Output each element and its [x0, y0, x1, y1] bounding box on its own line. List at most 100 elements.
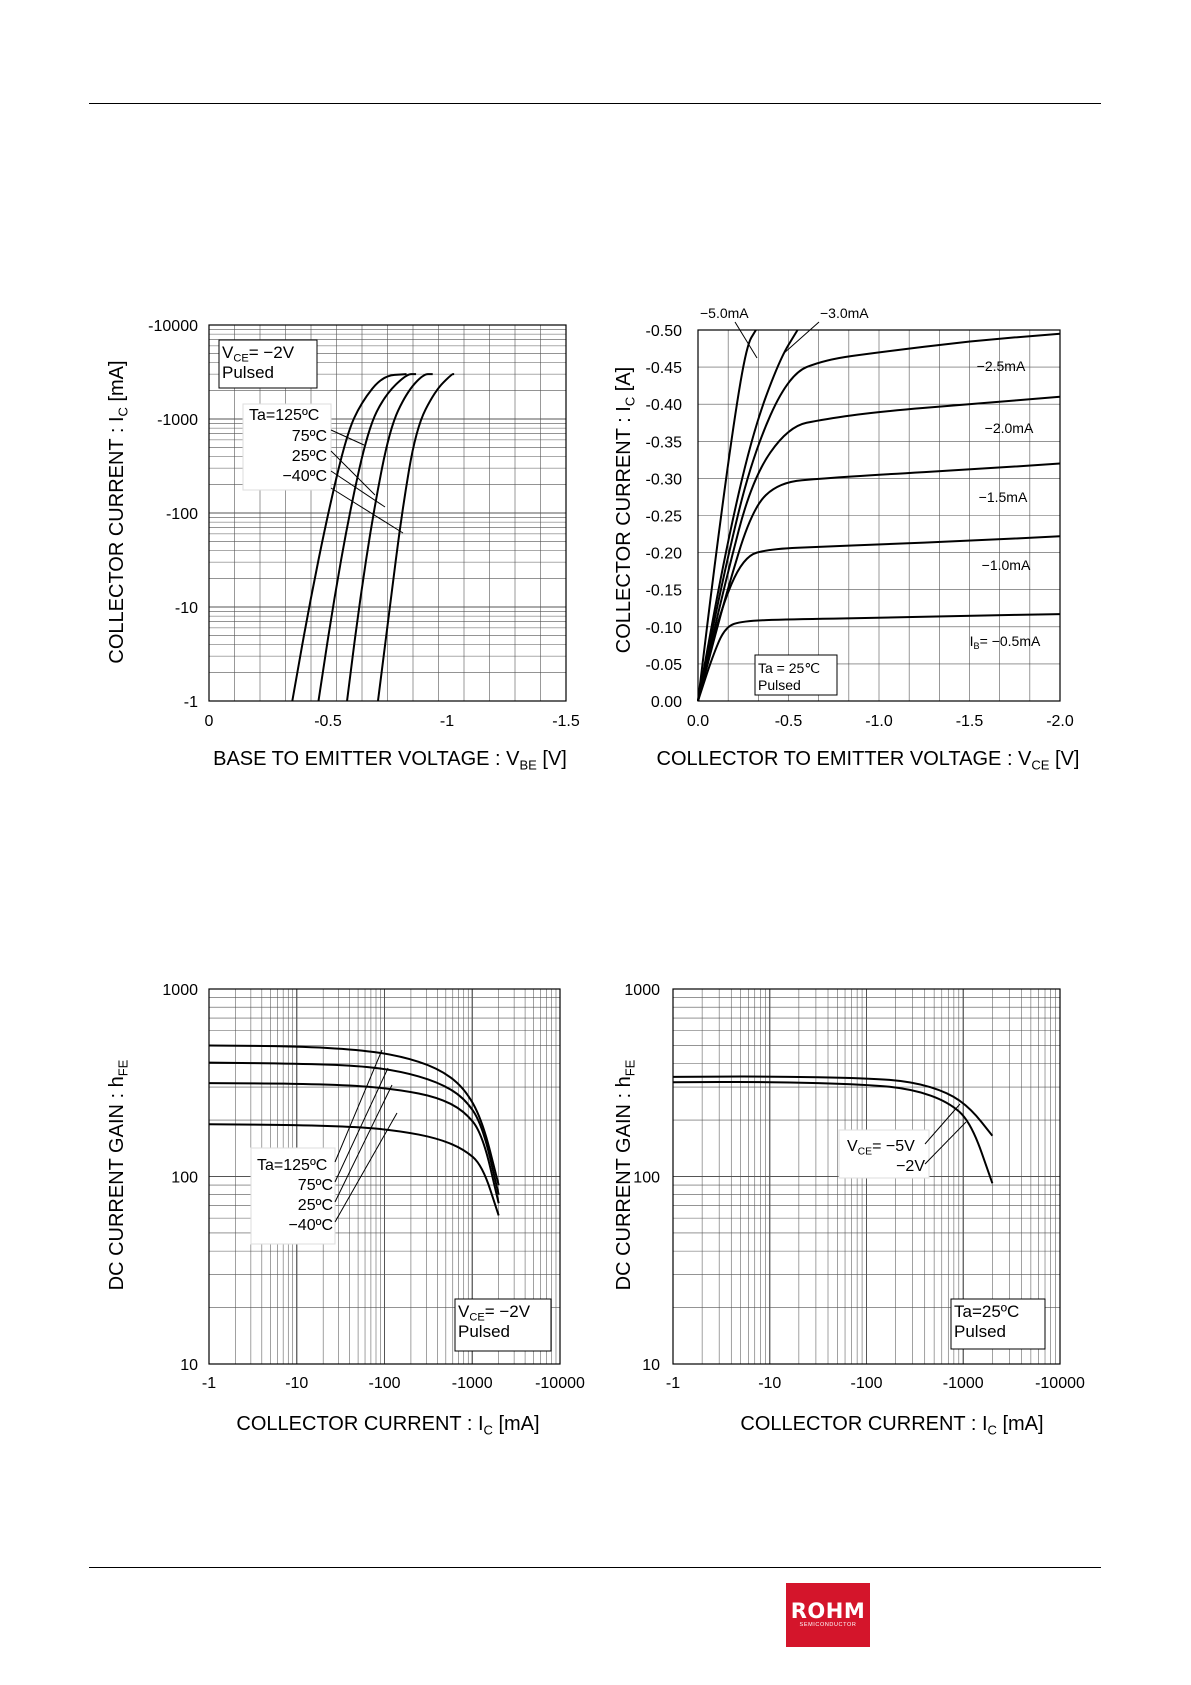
y-tick-label: -0.15: [646, 583, 683, 600]
y-tick-label: -0.50: [646, 323, 683, 340]
vbe-legend-label: 25ºC: [292, 448, 327, 465]
series-line-2: [346, 373, 433, 702]
vce-labels: −5.0mA −3.0mA −2.5mA −2.0mA −1.5mA −1.0mA IB= …: [700, 305, 1041, 651]
series-line-0: [291, 373, 407, 702]
y-tick-label: -1000: [157, 412, 198, 429]
hfe-vce-legend-label: VCE= −5V: [847, 1138, 915, 1158]
plot-frame: [672, 988, 1061, 1365]
y-tick-label: -100: [166, 506, 198, 523]
y-tick-label: -0.10: [646, 620, 683, 637]
y-tick-label: -0.40: [646, 397, 683, 414]
conditions-box: [454, 1298, 552, 1352]
y-axis-title: DC CURRENT GAIN : hFE: [106, 1059, 130, 1290]
hfe-temp-legend: Ta=125ºC 75ºC 25ºC −40ºC: [250, 1049, 398, 1245]
y-tick-label: 0.00: [651, 694, 682, 711]
plot-frame: [697, 329, 1061, 702]
x-axis-title: BASE TO EMITTER VOLTAGE : VBE [V]: [213, 748, 567, 772]
series-line-0: [697, 329, 757, 702]
vce-series-label: −2.5mA: [977, 358, 1026, 374]
hfe-vce-legend-box: [838, 1129, 930, 1179]
chart-vce: 0.0 -0.5 -1.0 -1.5 -2.0 0.00 -0.05 -0.10 -0.15 -0…: [613, 323, 1079, 772]
x-tick-label: -10000: [1035, 1375, 1085, 1392]
y-axis-title: COLLECTOR CURRENT : IC [A]: [613, 367, 637, 654]
y-tick-label: -0.45: [646, 360, 683, 377]
grid: [208, 324, 567, 702]
rohm-logo-text: ROHM: [790, 1599, 866, 1623]
hfe-leader-line: [334, 1112, 398, 1223]
x-tick-label: -1000: [452, 1375, 493, 1392]
y-tick-label: -10000: [148, 318, 198, 335]
x-axis-title: COLLECTOR CURRENT : IC [mA]: [740, 1413, 1043, 1437]
vce-series-label: −2.0mA: [985, 420, 1034, 436]
rohm-logo: ROHM SEMICONDUCTOR: [786, 1583, 870, 1647]
series-line-6: [697, 613, 1061, 702]
vce-series-label: −5.0mA: [700, 305, 749, 321]
series-line-2: [697, 332, 1061, 702]
series-line-5: [697, 535, 1061, 702]
vce-leader-line: [734, 321, 758, 359]
hfe-vce-legend-label: −2V: [896, 1158, 925, 1175]
conditions-box: [218, 339, 318, 389]
chart-hfe_temp: -1 -10 -100 -1000 -10000 10 100 1000 COLLECTOR C…: [106, 982, 585, 1437]
hfe-vce-legend: VCE= −5V−2V: [838, 1103, 967, 1179]
series-line-0: [672, 1075, 994, 1137]
series-line-1: [317, 373, 417, 702]
x-tick-label: -1.0: [865, 713, 893, 730]
rohm-logo-subtext: SEMICONDUCTOR: [799, 1622, 857, 1628]
condition-text: Pulsed: [954, 1322, 1006, 1341]
condition-text: Pulsed: [458, 1322, 510, 1341]
chart-hfe_vce: -1 -10 -100 -1000 -10000 10 100 1000 COLLECTOR C…: [613, 982, 1085, 1437]
x-tick-label: -10: [285, 1375, 308, 1392]
footer-rule: [89, 1567, 1101, 1568]
condition-text: VCE= −2V: [458, 1302, 531, 1324]
x-tick-label: -1: [440, 713, 454, 730]
vce-series-label: IB= −0.5mA: [970, 633, 1041, 651]
x-tick-label: -0.5: [314, 713, 342, 730]
condition-text: Ta=25ºC: [954, 1302, 1019, 1321]
series-line-1: [208, 1061, 500, 1195]
vbe-legend-box: [242, 403, 332, 491]
vbe-leader-line: [330, 429, 365, 446]
vbe-leader-line: [330, 487, 404, 534]
hfe-legend-label: 75ºC: [298, 1177, 333, 1194]
y-tick-label: -0.30: [646, 471, 683, 488]
header-rule: [89, 103, 1101, 104]
hfe-legend-label: 25ºC: [298, 1197, 333, 1214]
x-tick-label: -1.5: [552, 713, 580, 730]
hfe-temp-legend-box: [250, 1147, 336, 1245]
condition-text: Pulsed: [758, 677, 801, 693]
y-tick-label: -0.35: [646, 434, 683, 451]
y-tick-label: 10: [642, 1357, 660, 1374]
series-line-3: [376, 373, 455, 702]
plot-frame: [208, 324, 567, 702]
x-tick-label: 0: [205, 713, 214, 730]
vce-series-label: −1.0mA: [982, 557, 1031, 573]
vce-series-label: −3.0mA: [820, 305, 869, 321]
series-line-0: [208, 1044, 500, 1186]
vce-series-label: −1.5mA: [979, 489, 1028, 505]
x-tick-label: 0.0: [687, 713, 709, 730]
conditions-box: [754, 654, 838, 696]
x-tick-label: -0.5: [775, 713, 803, 730]
x-tick-label: -100: [850, 1375, 882, 1392]
x-tick-label: -10000: [535, 1375, 585, 1392]
x-tick-label: -1: [666, 1375, 680, 1392]
vbe-leader-line: [330, 450, 376, 496]
vbe-legend-title: Ta=125ºC: [249, 407, 319, 424]
conditions-box: [950, 1298, 1046, 1350]
x-tick-label: -10: [758, 1375, 781, 1392]
hfe-legend-label: −40ºC: [288, 1217, 333, 1234]
y-tick-label: 100: [171, 1170, 198, 1187]
series-line-3: [208, 1123, 500, 1216]
y-tick-label: 1000: [624, 982, 660, 999]
hfe-vce-leader-line: [924, 1121, 967, 1165]
y-tick-label: -10: [175, 600, 198, 617]
x-tick-label: -100: [368, 1375, 400, 1392]
vbe-legend-label: −40ºC: [282, 468, 327, 485]
hfe-leader-line: [334, 1084, 393, 1203]
y-axis-title: DC CURRENT GAIN : hFE: [613, 1059, 637, 1290]
vbe-legend: Ta=125ºC 75ºC 25ºC −40ºC: [242, 403, 404, 534]
y-tick-label: -0.20: [646, 546, 683, 563]
condition-text: VCE= −2V: [222, 343, 295, 365]
